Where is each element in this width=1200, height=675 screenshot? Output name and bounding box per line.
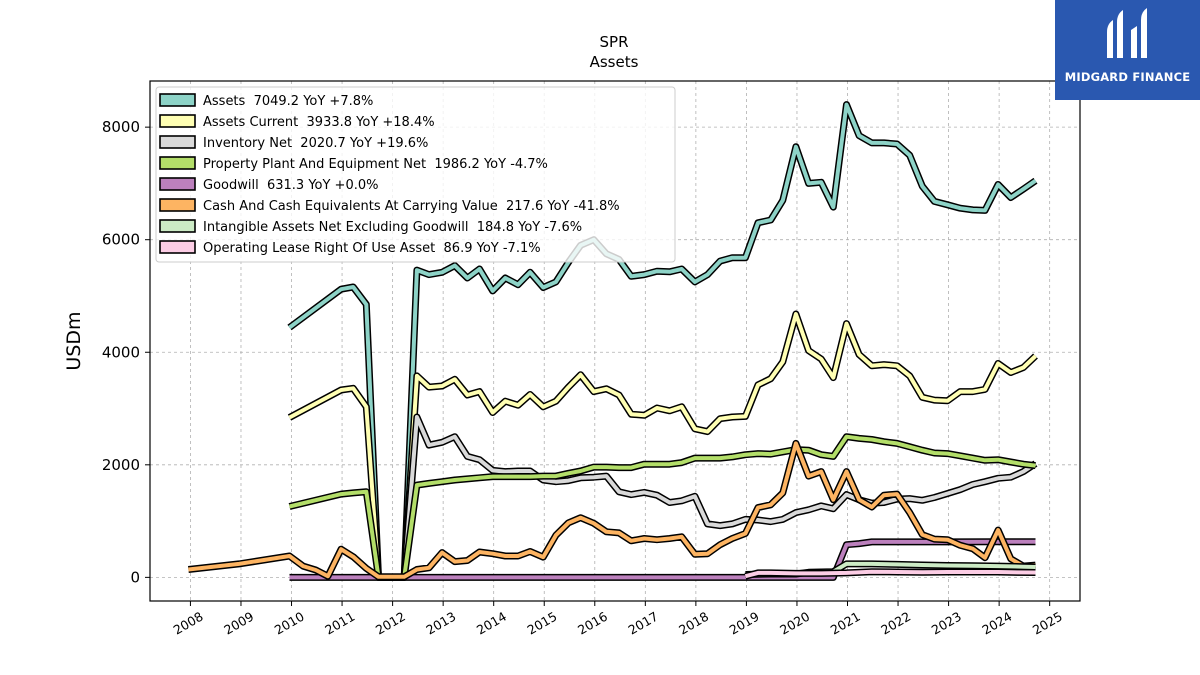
x-tick-label: 2023: [929, 609, 964, 638]
x-axis: 2008 2009 2010 2011 2012 2013 2014 2015 2016 2017…: [171, 601, 1065, 638]
x-tick-label: 2020: [777, 609, 812, 638]
legend-swatch: [159, 240, 196, 254]
series-line: [400, 413, 1038, 578]
legend-label: Assets Current 3933.8 YoY +18.4%: [203, 115, 435, 130]
x-tick-label: 2013: [423, 609, 458, 638]
x-tick-label: 2008: [171, 609, 206, 638]
legend-swatch: [159, 198, 196, 212]
plot-frame: [149, 80, 1081, 602]
y-tick-label: 0: [130, 568, 140, 586]
y-tick-label: 8000: [102, 118, 140, 136]
series-line: [188, 439, 1036, 581]
series-line-fill: [288, 312, 1037, 580]
series-layer: [188, 101, 1038, 581]
series-line-fill: [188, 441, 1036, 579]
x-tick-label: 2018: [676, 609, 711, 638]
series-line-outline: [288, 433, 1036, 581]
legend-item: Assets 7049.2 YoY +7.8%: [159, 93, 373, 109]
legend-swatch: [159, 156, 196, 170]
legend-swatch: [159, 114, 196, 128]
series-line-fill: [288, 102, 1037, 580]
x-tick-label: 2014: [474, 609, 509, 638]
logo-text: MIDGARD FINANCE: [1064, 70, 1191, 84]
legend-swatch: [159, 177, 196, 191]
midgard-logo-mark-icon: [1107, 8, 1147, 58]
legend-item: Goodwill 631.3 YoY +0.0%: [159, 177, 378, 193]
x-tick-label: 2025: [1030, 609, 1065, 638]
series-line: [289, 538, 1036, 581]
midgard-finance-logo: MIDGARD FINANCE: [1055, 0, 1200, 100]
legend-label: Goodwill 631.3 YoY +0.0%: [203, 178, 378, 193]
series-line: [288, 433, 1036, 581]
x-tick-label: 2009: [221, 609, 256, 638]
y-axis: 0 2000 4000 6000 8000: [102, 118, 150, 586]
series-line-fill: [289, 539, 1036, 580]
series-line-fill: [289, 434, 1036, 580]
x-tick-label: 2021: [828, 609, 863, 638]
x-tick-label: 2017: [626, 609, 661, 638]
series-line-fill: [402, 415, 1037, 578]
legend: Assets 7049.2 YoY +7.8% Assets Current 39…: [155, 86, 676, 263]
series-line: [287, 310, 1038, 581]
x-tick-label: 2010: [272, 609, 307, 638]
legend-label: Cash And Cash Equivalents At Carrying Va…: [203, 199, 620, 214]
x-tick-label: 2022: [878, 609, 913, 638]
legend-label: Assets 7049.2 YoY +7.8%: [203, 94, 373, 109]
chart-title: SPR: [600, 33, 629, 51]
legend-item: Inventory Net 2020.7 YoY +19.6%: [159, 135, 428, 151]
chart-subtitle: Assets: [590, 53, 639, 71]
y-tick-label: 6000: [102, 231, 140, 249]
legend-item: Operating Lease Right Of Use Asset 86.9 …: [159, 240, 541, 256]
legend-label: Property Plant And Equipment Net 1986.2 …: [203, 157, 548, 172]
x-tick-label: 2024: [979, 609, 1014, 638]
x-tick-label: 2019: [727, 609, 762, 638]
legend-label: Inventory Net 2020.7 YoY +19.6%: [203, 136, 428, 151]
series-line-fill: [744, 569, 1036, 579]
legend-box: [155, 86, 676, 263]
x-tick-label: 2012: [373, 609, 408, 638]
legend-swatch: [159, 135, 196, 149]
x-tick-label: 2016: [575, 609, 610, 638]
y-tick-label: 2000: [102, 456, 140, 474]
legend-item: Assets Current 3933.8 YoY +18.4%: [159, 114, 435, 130]
legend-item: Cash And Cash Equivalents At Carrying Va…: [159, 198, 620, 214]
x-tick-label: 2011: [322, 609, 357, 638]
legend-label: Intangible Assets Net Excluding Goodwill…: [203, 220, 582, 235]
x-tick-label: 2015: [524, 609, 559, 638]
y-tick-label: 4000: [102, 343, 140, 361]
legend-label: Operating Lease Right Of Use Asset 86.9 …: [203, 241, 541, 256]
series-line: [287, 101, 1038, 581]
y-axis-label: USDm: [63, 311, 85, 370]
legend-item: Intangible Assets Net Excluding Goodwill…: [159, 219, 582, 235]
series-line: [744, 568, 1036, 580]
legend-item: Property Plant And Equipment Net 1986.2 …: [159, 156, 548, 172]
legend-swatch: [159, 219, 196, 233]
legend-swatch: [159, 93, 196, 107]
